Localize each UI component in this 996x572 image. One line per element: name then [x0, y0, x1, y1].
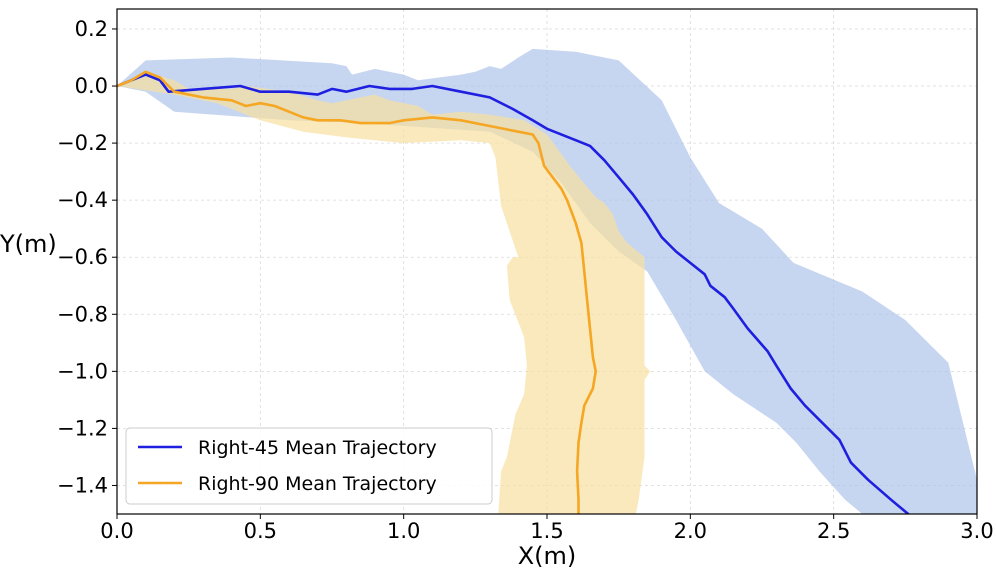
y-tick-label: −1.0: [57, 359, 108, 383]
x-tick-label: 0.5: [244, 519, 277, 543]
y-tick-label: −0.6: [57, 245, 108, 269]
y-tick-label: 0.0: [75, 74, 108, 98]
x-tick-label: 1.5: [530, 519, 563, 543]
y-tick-label: −1.2: [57, 416, 108, 440]
y-tick-label: −1.4: [57, 473, 108, 497]
x-tick-label: 2.5: [817, 519, 850, 543]
x-tick-label: 2.0: [674, 519, 707, 543]
line-right-45-mean-trajectory: [117, 73, 910, 514]
x-axis-label: X(m): [518, 542, 577, 570]
confidence-bands: [117, 48, 977, 514]
y-axis-label: Y(m): [0, 230, 57, 258]
legend: Right-45 Mean Trajectory Right-90 Mean T…: [125, 427, 493, 505]
legend-label-right-45: Right-45 Mean Trajectory: [198, 437, 437, 459]
axis-ticks: 0.0 0.5 1.0 1.5 2.0 2.5 3.0 0.2 0.0 −0.2 −0.4 −0.6 −…: [57, 17, 994, 543]
y-tick-label: −0.8: [57, 302, 108, 326]
band-right-45-mean-trajectory: [117, 48, 977, 514]
line-right-90-mean-trajectory: [117, 70, 598, 514]
x-tick-label: 1.0: [387, 519, 420, 543]
y-tick-label: 0.2: [75, 17, 108, 41]
x-tick-label: 0.0: [100, 519, 133, 543]
y-tick-label: −0.2: [57, 131, 108, 155]
mean-trajectories: [117, 70, 910, 514]
legend-label-right-90: Right-90 Mean Trajectory: [198, 473, 437, 495]
y-tick-label: −0.4: [57, 188, 108, 212]
band-right-90-mean-trajectory: [117, 71, 651, 514]
legend-box: [125, 427, 493, 505]
x-tick-label: 3.0: [960, 519, 993, 543]
